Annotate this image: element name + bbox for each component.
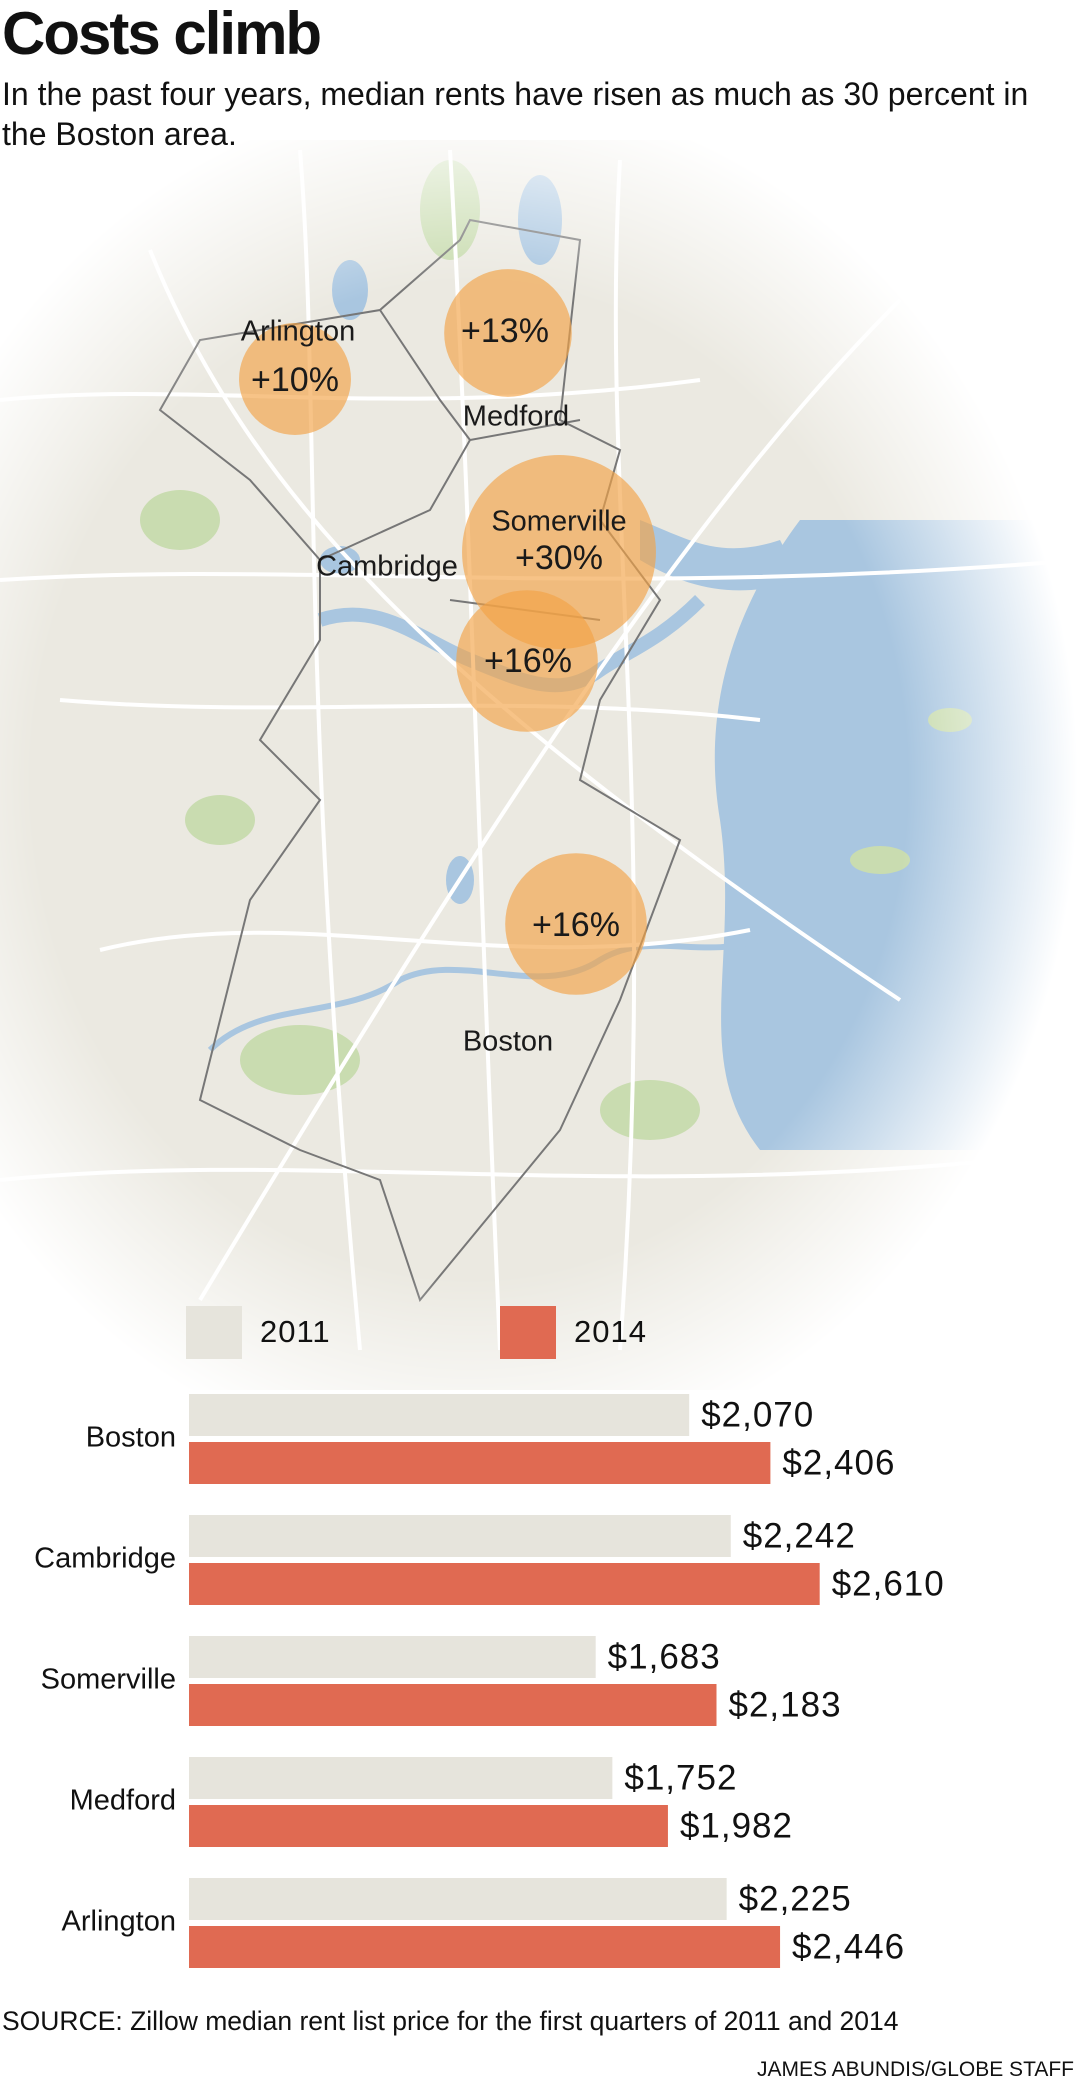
pond [518,175,562,265]
park [600,1080,700,1140]
change-circle [444,269,572,397]
bar [189,1515,731,1557]
river [640,520,800,591]
category-label: Boston [86,1422,176,1454]
town-boundaries [158,218,682,1303]
pond [332,260,368,320]
place-label: Arlington [241,316,355,348]
bar [189,1684,717,1726]
bar [189,1563,820,1605]
value-label: $1,683 [608,1637,721,1676]
place-label: Boston [463,1026,553,1058]
place-label: Medford [463,401,569,433]
pond [320,546,360,574]
value-label: $2,183 [729,1685,842,1724]
value-label: $2,242 [743,1516,856,1555]
credit: JAMES ABUNDIS/GLOBE STAFF [756,2058,1074,2081]
change-label: +16% [484,642,572,680]
place-label: Cambridge [316,551,458,583]
bar [189,1926,781,1968]
change-label: +30% [515,539,603,577]
island [850,846,910,874]
bar [189,1878,727,1920]
legend-swatch [186,1306,242,1359]
bar [189,1442,771,1484]
title: Costs climb [2,0,322,67]
category-label: Somerville [41,1664,176,1696]
place-label: Somerville [491,506,626,538]
value-label: $2,446 [792,1927,905,1966]
bar [189,1757,613,1799]
island [928,708,972,732]
neponset-river [207,937,761,1053]
category-label: Medford [70,1785,176,1817]
change-label: +13% [461,312,549,350]
category-label: Cambridge [34,1543,176,1575]
bar [189,1805,668,1847]
legend-label: 2014 [574,1314,647,1349]
bar [189,1636,596,1678]
legend-swatch [500,1306,556,1359]
value-label: $2,406 [782,1443,895,1482]
value-label: $2,070 [701,1395,814,1434]
category-label: Arlington [62,1906,176,1938]
change-circle [239,323,351,435]
change-label: +16% [532,906,620,944]
change-circle [505,853,647,995]
change-label: +10% [251,361,339,399]
park [140,490,220,550]
park [420,160,480,260]
map-circles: Arlington +10% Medford +13% Somerville+30% Ca… [239,269,656,1058]
bar [189,1394,690,1436]
source: SOURCE: Zillow median rent list price fo… [2,2006,899,2036]
harbor [714,520,1080,1150]
park [240,1025,360,1095]
value-label: $1,752 [624,1758,737,1797]
value-label: $1,982 [680,1806,793,1845]
value-label: $2,225 [739,1879,852,1918]
legend-label: 2011 [260,1314,331,1349]
bar-chart: 2011 2014 Boston $2,070 $2,406 Cambridge $2,24… [34,1306,945,1968]
change-circle [456,590,598,732]
subtitle: In the past four years, median rents hav… [2,76,1029,152]
value-label: $2,610 [832,1564,945,1603]
park [185,795,255,845]
